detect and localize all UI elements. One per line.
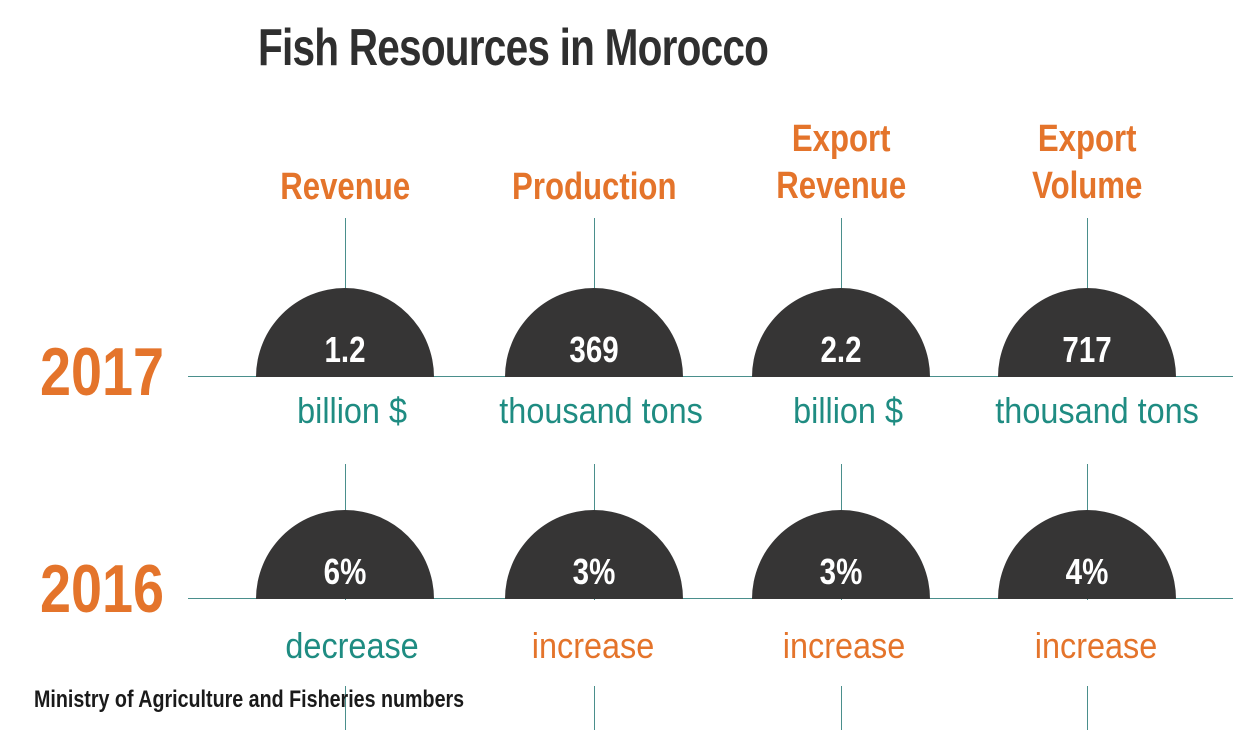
header-export-revenue-line-2: Revenue <box>776 165 906 207</box>
column-line-production-top <box>594 218 595 288</box>
change-2016-export-revenue: 3% <box>819 551 863 592</box>
chart-title: Fish Resources in Morocco <box>258 19 769 77</box>
header-production: Production <box>474 164 714 211</box>
row-2016-baseline <box>188 598 1233 599</box>
header-revenue: Revenue <box>225 164 465 211</box>
column-line-revenue-top <box>345 218 346 288</box>
column-line-export-revenue-top <box>841 218 842 288</box>
value-2017-export-revenue: 2.2 <box>820 329 862 370</box>
header-revenue-line-1: Revenue <box>280 166 410 208</box>
change-word-production: increase <box>531 625 655 666</box>
header-export-volume-line-1: Export <box>1037 118 1137 160</box>
header-export-revenue: Export Revenue <box>721 116 961 210</box>
year-label-2017: 2017 <box>40 334 165 410</box>
column-line-export-volume-top <box>1087 218 1088 288</box>
value-2017-export-volume: 717 <box>1062 329 1112 370</box>
source-note: Ministry of Agriculture and Fisheries nu… <box>34 686 465 713</box>
header-export-revenue-line-1: Export <box>791 118 891 160</box>
year-label-2016: 2016 <box>40 551 165 627</box>
unit-2017-production: thousand tons <box>499 390 703 431</box>
change-word-export-revenue: increase <box>782 625 906 666</box>
unit-2017-export-volume: thousand tons <box>995 390 1199 431</box>
change-2016-production: 3% <box>572 551 616 592</box>
change-word-export-volume: increase <box>1034 625 1158 666</box>
change-2016-export-volume: 4% <box>1065 551 1109 592</box>
header-production-line-1: Production <box>511 166 677 208</box>
change-word-revenue: decrease <box>285 625 419 666</box>
unit-2017-export-revenue: billion $ <box>793 390 903 431</box>
value-2017-production: 369 <box>569 329 619 370</box>
header-export-volume: Export Volume <box>967 116 1207 210</box>
row-2017-baseline <box>188 376 1233 377</box>
change-2016-revenue: 6% <box>323 551 367 592</box>
value-2017-revenue: 1.2 <box>324 329 366 370</box>
header-export-volume-line-2: Volume <box>1031 165 1143 207</box>
change-words-panel <box>240 600 1210 686</box>
unit-2017-revenue: billion $ <box>297 390 407 431</box>
